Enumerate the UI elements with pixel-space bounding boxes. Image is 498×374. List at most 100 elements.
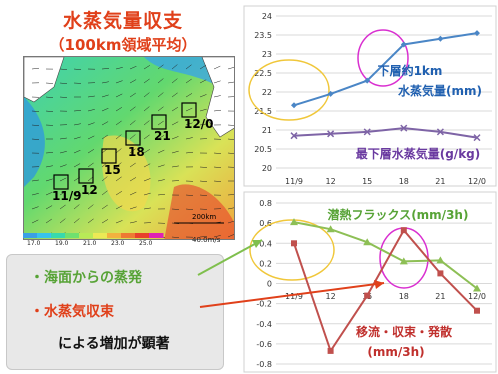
wind-vector: [73, 204, 80, 210]
wind-vector: [227, 220, 234, 224]
chart1-x-ticks: 11/9 12 15 18 21 12/0: [285, 177, 486, 186]
wind-vector: [87, 109, 95, 112]
series-point: [473, 134, 481, 142]
wind-vector: [129, 134, 136, 140]
chart2-series2-label-line2: (mm/3h): [367, 345, 424, 359]
wind-vector: [227, 67, 234, 70]
wind-vector: [101, 219, 109, 224]
wind-vector: [129, 106, 136, 112]
wind-vector: [157, 106, 164, 112]
series-point: [399, 257, 408, 265]
map-box: [125, 130, 141, 146]
series-point: [327, 130, 335, 138]
colorbar-swatch: [121, 233, 136, 238]
wind-vector: [199, 108, 207, 112]
wind-vector: [101, 107, 109, 112]
wind-vector: [143, 134, 150, 140]
wind-vector: [73, 163, 81, 168]
map-box-label: 15: [104, 163, 121, 177]
y-tick-label: 0.8: [259, 199, 272, 208]
wind-vector: [213, 235, 221, 238]
wind-vector: [185, 78, 192, 84]
wind-vector: [171, 236, 180, 238]
y-tick-label: -0.8: [256, 360, 272, 369]
slide-title: 水蒸気量収支: [62, 10, 183, 32]
wind-vector: [143, 207, 151, 210]
y-tick-label: -0.2: [256, 300, 272, 309]
wind-vector: [199, 79, 207, 84]
y-tick-label: 22.5: [254, 69, 272, 78]
wind-vector: [73, 149, 81, 154]
x-tick-label: 12/0: [468, 292, 486, 301]
wind-vector: [31, 124, 40, 126]
wind-vector: [185, 122, 193, 126]
y-tick-label: 0: [267, 280, 272, 289]
series-point: [400, 227, 407, 234]
map-box-label: 11/9: [52, 189, 81, 203]
series-point: [473, 284, 481, 292]
series-point: [290, 132, 298, 140]
wind-vector: [59, 204, 66, 210]
colorbar-tick: 17.0: [27, 240, 41, 246]
wind-vector: [213, 152, 222, 154]
map-scale-label: 200km: [192, 213, 216, 221]
wind-vector: [129, 191, 137, 196]
colorbar-swatch: [135, 233, 150, 238]
wind-vector: [31, 193, 39, 196]
wind-vector: [31, 219, 39, 224]
colorbar-swatch: [79, 233, 94, 238]
y-tick-label: 22: [262, 88, 272, 97]
series-point: [291, 240, 297, 247]
wind-vector: [31, 138, 40, 140]
colorbar: 17.0 19.0 21.0 23.0 25.0 40.0m/s: [23, 231, 235, 247]
colorbar-tick: 23.0: [111, 240, 125, 246]
wind-vector: [227, 81, 234, 84]
wind-vector: [115, 148, 122, 154]
wind-vector: [59, 137, 67, 140]
wind-vector: [171, 208, 180, 210]
y-tick-label: 20: [262, 164, 272, 173]
wind-vector: [227, 194, 234, 196]
wind-vector: [185, 151, 194, 154]
map-box-label: 12/0: [184, 117, 213, 131]
wind-vector: [115, 220, 123, 224]
y-tick-label: 21: [262, 126, 272, 135]
wind-vector: [199, 166, 208, 168]
wind-vector: [171, 121, 179, 126]
wind-vector: [45, 165, 53, 168]
wind-vector: [129, 120, 136, 126]
map-box: [101, 148, 117, 164]
series-point: [327, 347, 334, 354]
wind-vector: [115, 93, 123, 98]
chart1-series1-label-line1: 下層約1km: [378, 63, 443, 78]
wind-vector: [45, 191, 53, 196]
x-tick-label: 11/9: [285, 292, 303, 301]
series-point: [437, 270, 444, 277]
y-tick-label: 0.4: [259, 239, 272, 248]
wind-vector: [59, 177, 67, 182]
wind-vector: [143, 148, 151, 154]
notes-panel: [6, 254, 224, 370]
vector-scale-label: 40.0m/s: [192, 236, 221, 244]
wind-vector: [73, 123, 81, 126]
wind-vector: [45, 82, 54, 84]
arrow-evaporation: [197, 239, 263, 276]
wind-vector: [199, 236, 208, 238]
wind-vector: [115, 190, 123, 196]
wind-vector: [129, 65, 137, 70]
wind-vector: [227, 138, 234, 140]
wind-vector: [115, 162, 122, 168]
colorbar-swatch: [65, 233, 80, 238]
wind-vector: [185, 64, 192, 70]
wind-vector: [143, 178, 151, 182]
wind-vector: [73, 136, 81, 140]
wind-vector: [213, 95, 221, 98]
x-tick-label: 21: [435, 292, 445, 301]
wind-vector: [115, 205, 123, 210]
map-svg: 11/9 12 15 18 21 12/0 200km: [24, 57, 234, 239]
wind-vector: [87, 95, 95, 98]
series-point: [400, 41, 407, 48]
wind-vector: [87, 204, 94, 210]
wind-vector: [199, 64, 207, 70]
